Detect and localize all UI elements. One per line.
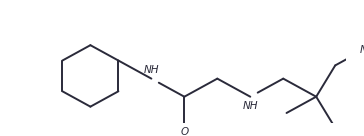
- Text: O: O: [180, 126, 189, 136]
- Text: N: N: [359, 45, 364, 55]
- Text: NH: NH: [144, 65, 159, 75]
- Text: NH: NH: [242, 101, 258, 111]
